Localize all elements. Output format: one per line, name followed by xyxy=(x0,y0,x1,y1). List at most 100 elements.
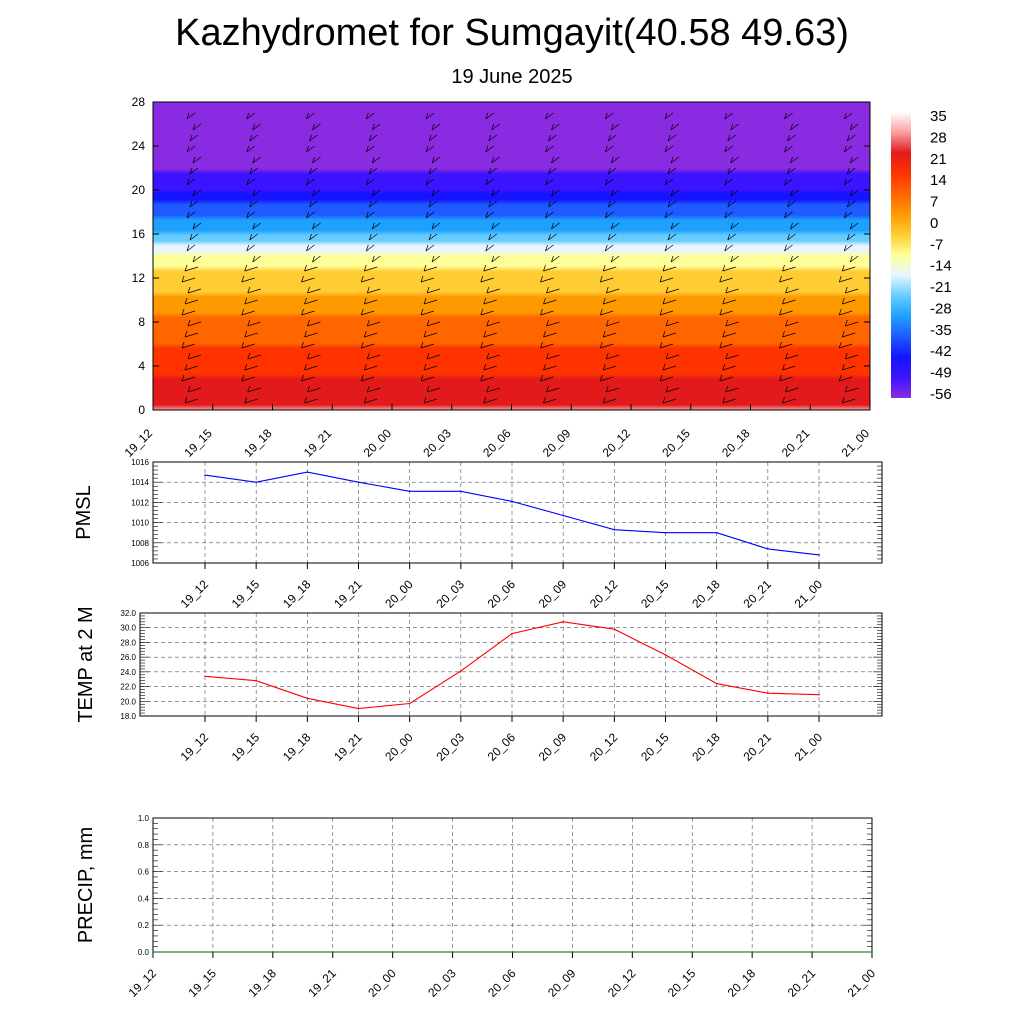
wind-barb xyxy=(665,288,680,294)
wind-barb xyxy=(603,266,617,272)
wind-barb xyxy=(186,244,196,252)
wind-barb-feather xyxy=(363,363,367,371)
wind-barb xyxy=(670,156,680,164)
wind-barb-feather xyxy=(604,211,608,219)
wind-barb-feather xyxy=(662,330,666,338)
wind-barb xyxy=(845,354,859,360)
wind-barb-feather xyxy=(790,189,793,197)
wind-barb-feather xyxy=(189,134,193,142)
wind-barb xyxy=(545,211,554,219)
wind-barb xyxy=(847,134,856,142)
y-tick-label: 1014 xyxy=(131,478,149,487)
wind-barb xyxy=(727,134,736,142)
wind-barb xyxy=(306,244,315,252)
wind-barb xyxy=(366,178,375,186)
x-tick-label: 20_09 xyxy=(536,577,570,611)
wind-barb-feather xyxy=(425,112,429,120)
wind-barb-feather xyxy=(309,233,312,241)
wind-barb-feather xyxy=(782,396,785,404)
wind-barb xyxy=(667,200,677,208)
wind-barb-feather xyxy=(244,396,248,404)
wind-barb xyxy=(241,343,255,349)
y-tick-label: 28 xyxy=(132,95,146,109)
wind-barb-feather xyxy=(784,145,787,153)
wind-barb xyxy=(665,321,680,327)
heatmap-panel: 0 4 8 12 16 20 24 28 19_12 19_15 19_18 19_21 20_00 20… xyxy=(122,95,952,460)
wind-barb-feather xyxy=(423,396,427,404)
wind-barb xyxy=(787,167,796,175)
wind-barb xyxy=(307,387,321,393)
wind-barb-feather xyxy=(306,145,309,153)
wind-barb xyxy=(181,343,196,349)
wind-barb-feather xyxy=(551,222,554,230)
wind-barb xyxy=(600,343,614,349)
x-tick-label: 20_12 xyxy=(587,577,621,611)
wind-barb xyxy=(546,387,560,393)
x-tick-label: 20_06 xyxy=(485,966,519,1000)
wind-barb xyxy=(246,112,255,120)
wind-barb-feather xyxy=(192,123,196,131)
wind-barb xyxy=(540,310,554,316)
wind-barb xyxy=(367,288,381,294)
wind-barb-feather xyxy=(306,211,309,219)
wind-barb xyxy=(364,332,378,338)
wind-barb xyxy=(724,178,733,186)
colorbar-label: -35 xyxy=(930,322,952,339)
wind-barb-feather xyxy=(844,286,848,294)
wind-barb xyxy=(420,343,435,349)
wind-barb xyxy=(605,178,614,186)
wind-barb-feather xyxy=(491,222,495,230)
x-tick-label: 21_00 xyxy=(845,966,879,1000)
wind-barb xyxy=(844,211,853,219)
wind-barb-feather xyxy=(371,255,375,263)
wind-barb-feather xyxy=(846,233,850,241)
wind-barb xyxy=(486,387,500,393)
wind-barb-feather xyxy=(659,374,663,382)
wind-barb xyxy=(246,244,255,252)
y-tick-label: 24 xyxy=(132,139,146,153)
x-tick-label: 20_03 xyxy=(420,426,454,460)
wind-barb-feather xyxy=(844,385,848,393)
wind-barb-feather xyxy=(426,286,430,294)
wind-barb-feather xyxy=(602,297,606,305)
wind-barb-feather xyxy=(779,374,782,382)
temp-panel: 18.0 20.0 22.0 24.0 26.0 28.0 30.0 32.0 19_12 19_… xyxy=(75,606,883,764)
wind-barb xyxy=(844,112,853,120)
wind-barb-feather xyxy=(181,275,185,283)
wind-barb xyxy=(670,123,680,131)
wind-barb xyxy=(722,332,736,338)
wind-barb xyxy=(845,387,859,393)
wind-barb-feather xyxy=(241,341,245,349)
wind-barb xyxy=(420,376,435,382)
wind-barb xyxy=(545,112,554,120)
wind-barb-feather xyxy=(252,123,256,131)
x-tick-label: 20_06 xyxy=(485,730,519,764)
wind-barb xyxy=(491,189,500,197)
wind-barb-feather xyxy=(488,200,492,208)
wind-barb xyxy=(306,178,315,186)
wind-barb xyxy=(845,321,859,327)
wind-barb xyxy=(779,277,793,283)
wind-barb xyxy=(850,222,859,230)
wind-barb-feather xyxy=(244,363,248,371)
wind-barb xyxy=(184,365,199,371)
wind-barb-feather xyxy=(548,167,551,175)
wind-barb xyxy=(423,365,438,371)
wind-barb-feather xyxy=(309,167,312,175)
wind-barb-feather xyxy=(488,134,492,142)
wind-barb-feather xyxy=(425,145,429,153)
wind-barb xyxy=(189,167,199,175)
wind-barb xyxy=(839,376,853,382)
y-axis-label: PRECIP, mm xyxy=(75,827,97,943)
wind-barb-feather xyxy=(423,363,427,371)
wind-barb-feather xyxy=(665,319,669,327)
x-tick-label: 20_09 xyxy=(540,426,574,460)
wind-barb xyxy=(659,376,674,382)
y-tick-label: 1006 xyxy=(131,559,149,568)
wind-barb xyxy=(790,222,799,230)
wind-barb xyxy=(600,277,614,283)
wind-barb xyxy=(366,112,375,120)
wind-barb xyxy=(847,200,856,208)
wind-barb-feather xyxy=(186,211,190,219)
wind-barb-feather xyxy=(368,200,372,208)
